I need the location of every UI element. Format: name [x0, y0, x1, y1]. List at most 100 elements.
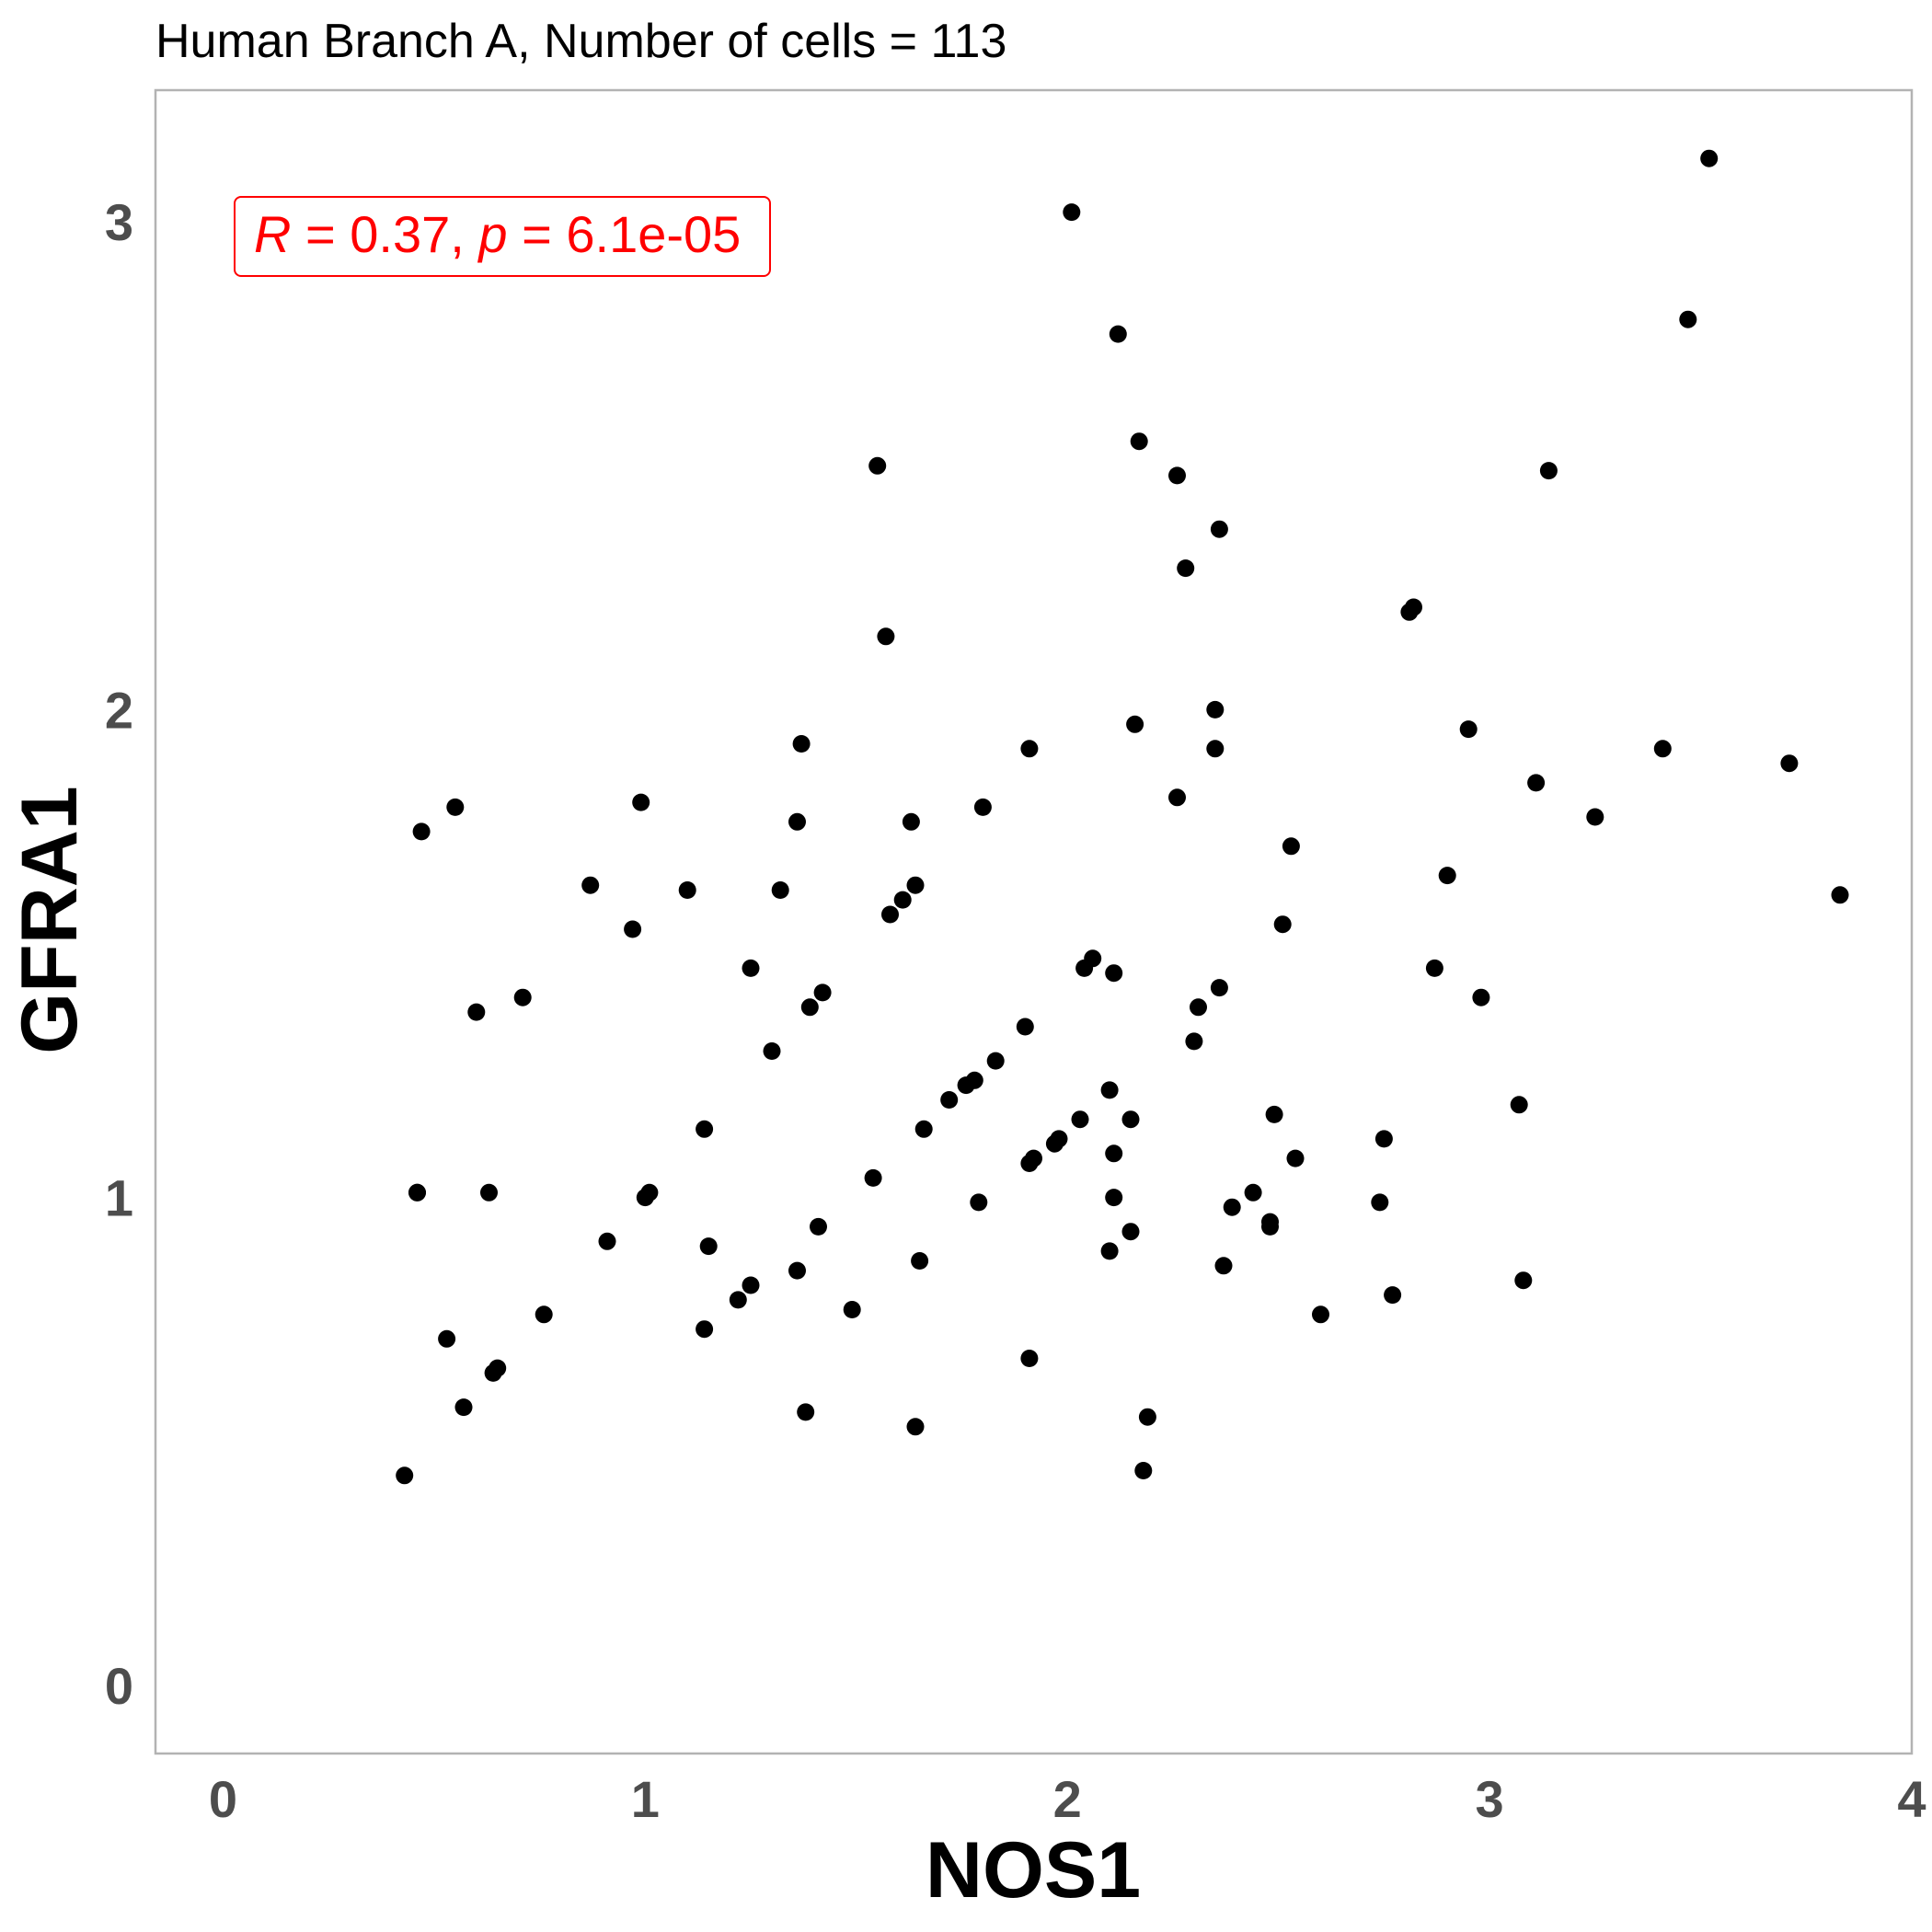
- data-point: [1134, 1462, 1153, 1479]
- data-point: [1190, 998, 1207, 1017]
- data-point: [1210, 520, 1228, 538]
- data-point: [813, 983, 832, 1002]
- data-point: [396, 1466, 414, 1485]
- data-point: [965, 1071, 983, 1089]
- data-point: [1679, 310, 1697, 328]
- data-point: [1214, 1257, 1233, 1275]
- data-point: [1138, 1408, 1156, 1426]
- data-point: [1527, 774, 1546, 792]
- x-axis-title: NOS1: [926, 1826, 1141, 1915]
- data-point: [581, 876, 600, 894]
- points-layer: [396, 149, 1849, 1485]
- data-point: [1244, 1183, 1262, 1202]
- data-point: [1510, 1096, 1528, 1114]
- data-point: [1514, 1271, 1533, 1290]
- data-point: [1177, 559, 1195, 578]
- data-point: [412, 822, 431, 841]
- data-point: [1438, 867, 1456, 885]
- r-symbol: R: [254, 205, 291, 263]
- data-point: [1405, 598, 1422, 616]
- data-point: [1261, 1213, 1279, 1231]
- data-point: [598, 1232, 616, 1250]
- data-point: [742, 959, 760, 977]
- data-point: [1126, 715, 1144, 733]
- data-point: [906, 876, 925, 894]
- data-point: [1472, 988, 1490, 1006]
- data-point: [940, 1091, 959, 1109]
- data-point: [771, 881, 789, 899]
- data-point: [1286, 1149, 1305, 1167]
- data-point: [797, 1403, 815, 1421]
- data-point: [877, 627, 895, 646]
- y-tick-label: 1: [105, 1169, 133, 1227]
- data-point: [1105, 1189, 1123, 1207]
- data-point: [1071, 1110, 1089, 1129]
- data-point: [868, 456, 887, 475]
- data-point: [624, 920, 642, 938]
- data-point: [1586, 808, 1604, 826]
- data-point: [632, 793, 650, 811]
- data-point: [1206, 700, 1225, 719]
- data-point: [454, 1398, 473, 1417]
- data-point: [864, 1168, 882, 1187]
- data-point: [640, 1183, 659, 1202]
- data-point: [1020, 740, 1039, 758]
- data-point: [1539, 462, 1558, 480]
- data-point: [810, 1217, 827, 1236]
- data-point: [1273, 915, 1292, 934]
- chart-title: Human Branch A, Number of cells = 113: [155, 15, 1006, 68]
- data-point: [1084, 949, 1102, 968]
- data-point: [513, 988, 532, 1006]
- data-point: [893, 891, 912, 909]
- data-point: [696, 1320, 714, 1339]
- data-point: [792, 735, 811, 753]
- data-point: [1374, 1130, 1393, 1148]
- correlation-annotation: R = 0.37, p = 6.1e-05: [234, 196, 771, 277]
- data-point: [1831, 886, 1849, 904]
- correlation-box: [234, 196, 771, 277]
- data-point: [696, 1120, 714, 1138]
- p-value: = 6.1e-05: [508, 205, 742, 263]
- data-point: [914, 1120, 933, 1138]
- data-point: [1210, 979, 1228, 997]
- data-point: [911, 1252, 929, 1270]
- correlation-text: R = 0.37, p = 6.1e-05: [254, 205, 741, 263]
- data-point: [1105, 964, 1123, 983]
- data-point: [1050, 1130, 1068, 1148]
- data-point: [1384, 1286, 1402, 1305]
- data-point: [408, 1183, 426, 1202]
- data-point: [742, 1276, 760, 1294]
- data-point: [973, 798, 992, 816]
- x-tick-label: 3: [1476, 1770, 1504, 1828]
- data-point: [729, 1291, 747, 1309]
- data-point: [902, 812, 920, 831]
- data-point: [1016, 1018, 1034, 1036]
- data-point: [788, 812, 806, 831]
- data-point: [1105, 1144, 1123, 1163]
- x-axis-ticks: 0 1 2 3 4: [209, 1770, 1926, 1828]
- data-point: [1312, 1305, 1329, 1324]
- data-point: [1282, 837, 1300, 856]
- data-point: [1371, 1193, 1389, 1212]
- x-tick-label: 0: [209, 1770, 237, 1828]
- data-point: [1063, 203, 1081, 222]
- data-point: [1168, 788, 1186, 807]
- p-symbol: p: [477, 205, 507, 263]
- data-point: [535, 1305, 553, 1324]
- data-point: [480, 1183, 498, 1202]
- plot-panel: [154, 88, 1914, 1755]
- data-point: [970, 1193, 988, 1212]
- data-point: [1459, 720, 1478, 739]
- data-point: [881, 905, 899, 924]
- data-point: [1025, 1149, 1042, 1167]
- data-point: [1168, 466, 1186, 485]
- y-tick-label: 0: [105, 1657, 133, 1715]
- data-point: [906, 1418, 925, 1436]
- data-point: [1223, 1198, 1241, 1216]
- data-point: [467, 1003, 486, 1021]
- data-point: [699, 1237, 718, 1256]
- r-value: = 0.37,: [291, 205, 478, 263]
- data-point: [843, 1301, 861, 1318]
- data-point: [763, 1042, 781, 1060]
